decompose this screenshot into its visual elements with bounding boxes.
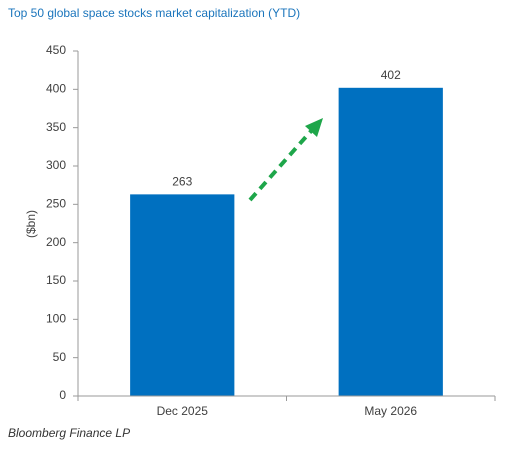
source: Bloomberg Finance LP [8, 426, 130, 440]
chart-title: Top 50 global space stocks market capita… [8, 6, 300, 20]
x-tick-label: Dec 2025 [157, 404, 209, 418]
value-label: 263 [172, 175, 192, 189]
value-label: 402 [381, 68, 401, 82]
y-tick-label: 450 [46, 43, 66, 57]
bar [130, 194, 235, 396]
y-tick-label: 350 [46, 120, 66, 134]
y-axis-label: ($bn) [24, 210, 38, 238]
y-tick-label: 300 [46, 158, 66, 172]
bar [338, 87, 443, 397]
y-tick-label: 400 [46, 82, 66, 96]
y-tick-label: 150 [46, 273, 66, 287]
x-tick-label: May 2026 [364, 404, 417, 418]
y-tick-label: 0 [59, 388, 66, 402]
y-tick-label: 100 [46, 312, 66, 326]
trend-arrow [248, 118, 323, 202]
y-tick-label: 50 [53, 350, 67, 364]
y-tick-label: 250 [46, 197, 66, 211]
y-tick-label: 200 [46, 235, 66, 249]
